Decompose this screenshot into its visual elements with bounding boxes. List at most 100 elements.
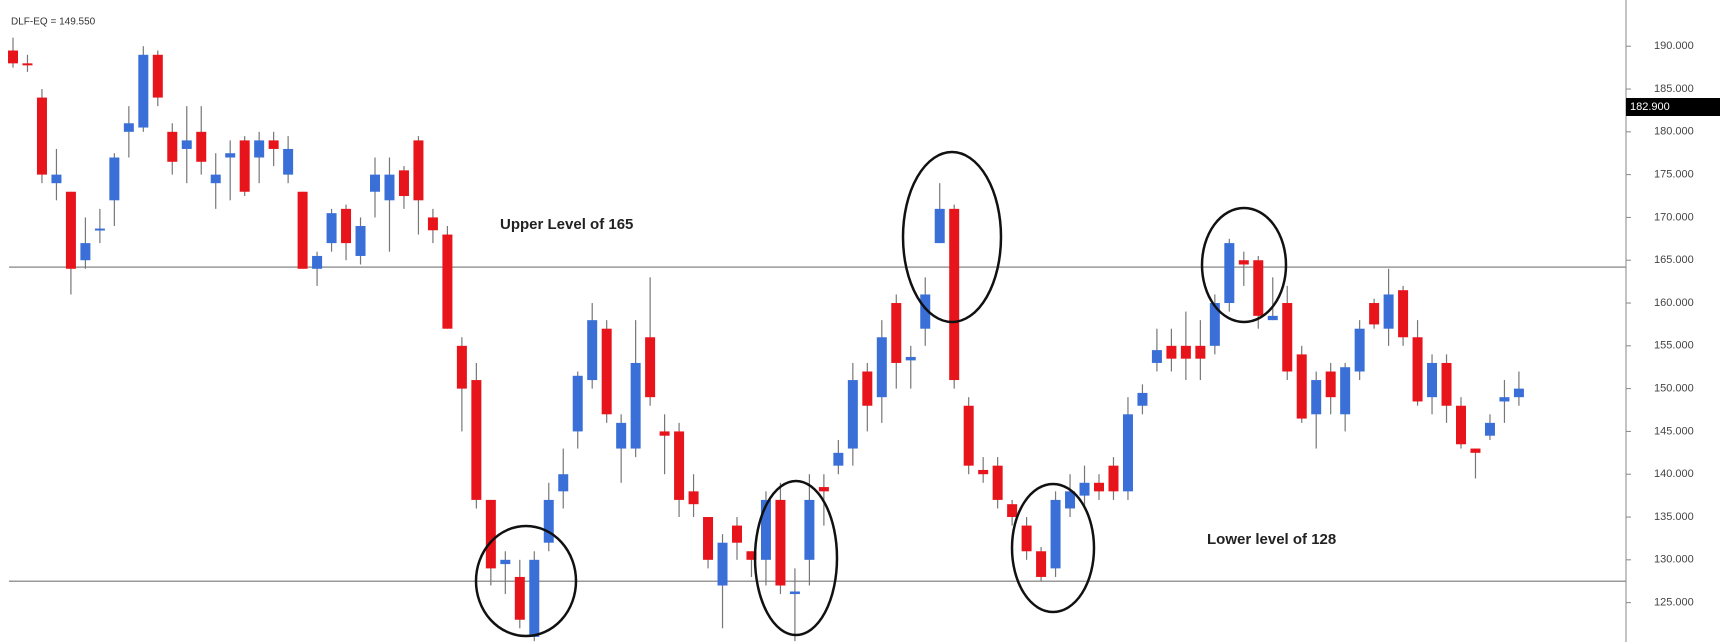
candle-body [862,371,873,406]
candle-body [992,465,1003,500]
candle-body [1484,422,1495,436]
candle-body [1513,388,1524,398]
candle-body [1470,448,1481,453]
candle-body [1180,345,1191,359]
candle-body [65,191,76,269]
candle-body [775,499,786,586]
candle-body [500,559,511,565]
candle-body [1325,371,1336,398]
candle-body [1253,260,1264,316]
candle-body [36,97,47,175]
candle-body [601,328,612,415]
candle-body [1195,345,1206,359]
candle-body [732,525,742,543]
candle-body [427,217,438,231]
candle-body [833,452,844,466]
candle-body [485,499,496,569]
candle-body [1007,504,1018,518]
y-tick-label: 180.000 [1654,126,1694,138]
candle-body [1427,362,1438,398]
candle-body [572,375,583,432]
candle-body [355,225,366,256]
candle-body [1108,465,1119,492]
candle-body [616,422,627,449]
highlight-circle [1200,206,1288,324]
last-price-label: 182.900 [1630,101,1670,113]
candle-body [225,153,236,158]
candle-body [905,356,916,361]
candle-body [196,131,207,162]
highlight-circle [901,150,1003,324]
candle-body [558,474,569,492]
candle-body [22,63,33,66]
candle-body [471,380,482,500]
y-tick-label: 140.000 [1654,468,1694,480]
candle-body [587,320,598,381]
y-tick-label: 190.000 [1654,40,1694,52]
candle-body [94,228,105,231]
candle-body [1296,354,1307,419]
candle-body [1238,260,1249,265]
candle-body [529,559,540,637]
candle-body [1065,491,1076,509]
highlight-circle [474,524,578,638]
candle-body [934,208,945,244]
candle-body [789,591,800,595]
candle-body [659,431,670,436]
candle-body [181,140,192,149]
candle-body [1094,482,1104,492]
candle-body [210,174,221,184]
candle-body [80,243,91,261]
candle-body [1079,482,1090,496]
candle-body [398,170,409,197]
candle-body [1224,243,1235,304]
candle-body [123,123,134,132]
candle-body [949,208,960,381]
candle-body [876,337,887,398]
candle-body [254,140,265,158]
candle-body [1151,350,1162,363]
candle-body [283,148,294,175]
candle-body [1340,367,1351,415]
candle-body [442,234,453,329]
candle-body [891,303,902,363]
candle-body [1398,290,1409,338]
candle-body [268,140,279,149]
candle-body [370,174,380,192]
y-tick-label: 135.000 [1654,511,1694,523]
candle-body [1412,337,1423,402]
candle-body [109,157,120,201]
y-tick-label: 125.000 [1654,597,1694,609]
candle-body [1282,303,1293,372]
candle-body [630,362,641,449]
candle-body [1122,414,1133,492]
candle-body [341,208,352,244]
candle-body [384,174,395,201]
candle-body [1166,345,1177,359]
highlight-circle [753,479,839,637]
candle-body [138,54,149,128]
candle-body [920,294,931,329]
candle-body [847,380,858,449]
candle-body [645,337,656,398]
candle-body [312,255,323,269]
y-tick-label: 150.000 [1654,383,1694,395]
candle-body [239,140,250,192]
y-tick-label: 165.000 [1654,254,1694,266]
annotation: Lower level of 128 [1207,531,1336,548]
candle-body [1209,303,1220,346]
y-tick-label: 170.000 [1654,211,1694,223]
candle-body [456,345,467,389]
candle-body [1311,380,1322,415]
candle-body [152,54,163,98]
candle-body [674,431,685,500]
candle-body [51,174,62,184]
candle-body [717,542,728,586]
y-tick-label: 160.000 [1654,297,1694,309]
candle-body [326,213,337,244]
candle-body [818,487,829,492]
highlight-circles [474,150,1288,638]
